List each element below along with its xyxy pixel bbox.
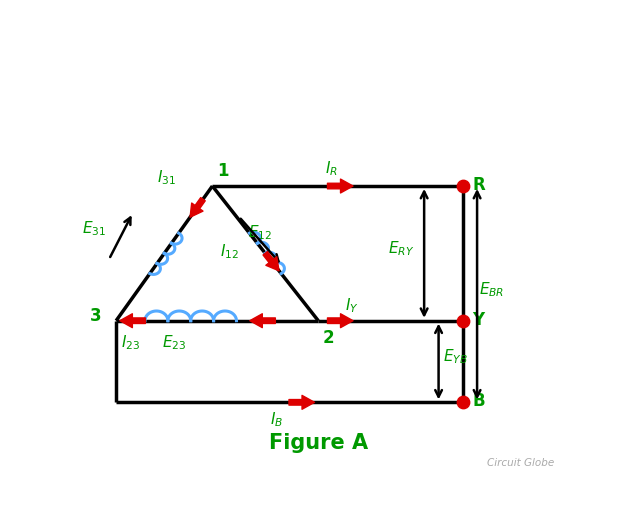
Text: B: B	[473, 392, 485, 410]
Text: $E_{RY}$: $E_{RY}$	[388, 240, 414, 258]
Text: Y: Y	[473, 311, 484, 329]
Text: $E_{BR}$: $E_{BR}$	[479, 280, 505, 299]
Text: $I_B$: $I_B$	[270, 411, 283, 429]
Text: $E_{YB}$: $E_{YB}$	[443, 348, 468, 366]
Text: $E_{23}$: $E_{23}$	[162, 333, 186, 352]
Text: Figure A: Figure A	[269, 433, 368, 453]
Text: 2: 2	[323, 329, 335, 347]
Text: Circuit Globe: Circuit Globe	[487, 457, 554, 467]
Point	[458, 182, 468, 190]
Point	[458, 398, 468, 407]
Text: $I_Y$: $I_Y$	[345, 296, 358, 315]
Text: 1: 1	[217, 162, 229, 180]
Text: $I_{12}$: $I_{12}$	[220, 242, 239, 261]
Text: $I_{31}$: $I_{31}$	[157, 168, 176, 187]
Text: 3: 3	[89, 307, 101, 325]
Point	[458, 316, 468, 325]
Text: $E_{12}$: $E_{12}$	[248, 223, 273, 242]
Text: $E_{31}$: $E_{31}$	[83, 219, 107, 237]
Text: $I_R$: $I_R$	[325, 160, 338, 179]
Text: $I_{23}$: $I_{23}$	[121, 333, 140, 352]
Text: R: R	[473, 176, 485, 194]
